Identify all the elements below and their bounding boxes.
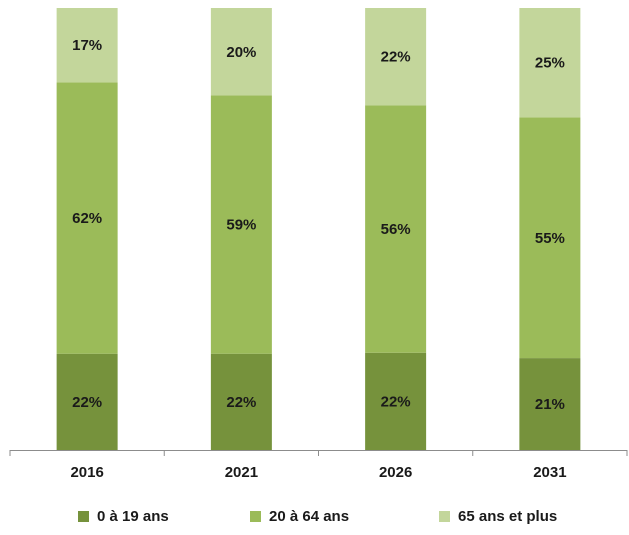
data-label-2026-s1: 56% <box>381 221 411 238</box>
bar-segment-2021-s2 <box>210 8 272 96</box>
legend-item-65-plus: 65 ans et plus <box>439 504 557 528</box>
data-label-2031-s2: 25% <box>535 55 565 72</box>
data-label-2016-s1: 62% <box>72 210 102 227</box>
bar-segment-2031-s2 <box>519 8 581 118</box>
legend-item-20-64: 20 à 64 ans <box>250 504 349 528</box>
bar-segment-2026-s0 <box>365 352 427 450</box>
data-label-2026-s0: 22% <box>381 393 411 410</box>
legend-swatch-0-19 <box>78 510 89 522</box>
data-label-2016-s2: 17% <box>72 37 102 54</box>
data-label-2016-s0: 22% <box>72 394 102 411</box>
bar-segment-2016-s1 <box>56 82 118 354</box>
stacked-bar-chart: 22% 62% 17% 22% 59% 20% 22% 56% 22% 21% 55% 25% 201… <box>9 8 628 481</box>
x-tick-label-2016: 2016 <box>70 464 103 481</box>
data-label-2021-s2: 20% <box>226 44 256 61</box>
bar-segment-2016-s2 <box>56 8 118 83</box>
x-tick-label-2026: 2026 <box>379 464 412 481</box>
bar-segment-2026-s2 <box>365 8 427 106</box>
data-label-2026-s2: 22% <box>381 49 411 66</box>
bar-segment-2031-s1 <box>519 117 581 359</box>
bar-segment-2016-s0 <box>56 353 118 450</box>
bar-segment-2031-s0 <box>519 358 581 450</box>
data-label-2031-s1: 55% <box>535 230 565 247</box>
legend-label-0-19: 0 à 19 ans <box>97 507 169 525</box>
legend: 0 à 19 ans 20 à 64 ans 65 ans et plus <box>0 504 629 528</box>
data-label-2021-s1: 59% <box>226 217 256 234</box>
legend-label-20-64: 20 à 64 ans <box>269 507 350 525</box>
x-axis: 2016 2021 2026 2031 <box>9 450 628 481</box>
bar-segment-2021-s1 <box>210 95 272 354</box>
data-label-2031-s0: 21% <box>535 396 565 413</box>
legend-label-65-plus: 65 ans et plus <box>458 507 558 525</box>
legend-swatch-20-64 <box>250 510 261 522</box>
legend-swatch-65-plus <box>439 510 450 522</box>
x-tick-label-2021: 2021 <box>225 464 258 481</box>
x-tick-label-2031: 2031 <box>533 464 566 481</box>
legend-item-0-19: 0 à 19 ans <box>78 504 169 528</box>
bar-segment-2026-s1 <box>365 105 427 353</box>
bar-segment-2021-s0 <box>210 353 272 450</box>
data-label-2021-s0: 22% <box>226 394 256 411</box>
bars-group: 22% 62% 17% 22% 59% 20% 22% 56% 22% 21% 55% 25% <box>56 8 581 450</box>
